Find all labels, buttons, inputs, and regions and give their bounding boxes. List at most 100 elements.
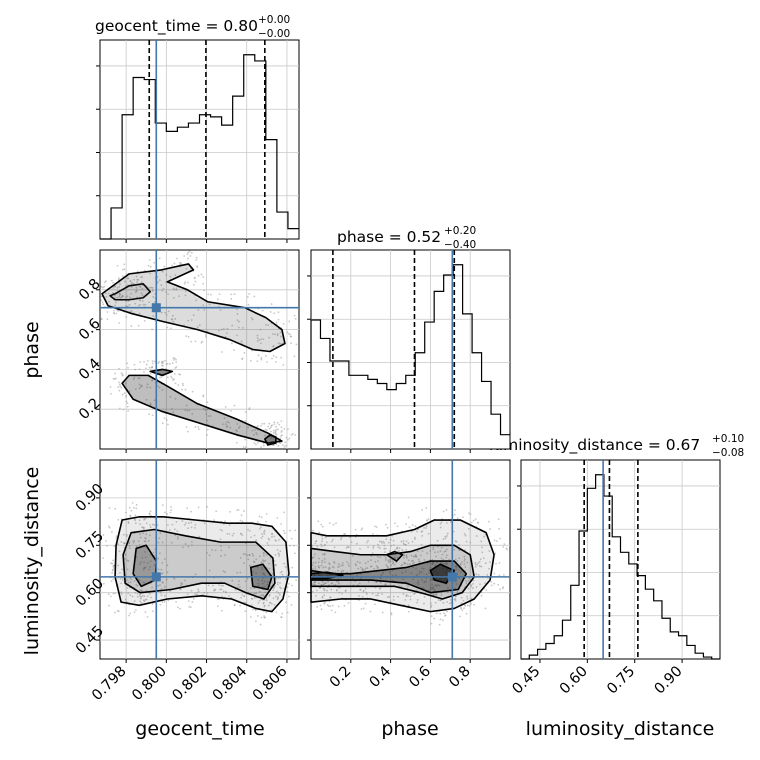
scatter-point [251,429,254,432]
scatter-point [169,590,172,592]
scatter-point [430,604,433,607]
scatter-point [377,592,380,595]
scatter-point [141,556,144,559]
scatter-point [170,408,173,410]
panel-frame [520,459,721,660]
scatter-point [258,527,261,530]
scatter-point [190,521,193,524]
scatter-point [226,532,229,535]
histogram-luminosity_distance [521,474,720,660]
scatter-point [224,423,227,426]
scatter-point [175,287,178,290]
scatter-point [249,359,252,362]
scatter-point [380,540,383,543]
scatter-point [270,602,273,605]
scatter-point [251,552,254,555]
scatter-point [225,332,228,335]
scatter-point [276,549,279,551]
scatter-point [383,547,386,550]
scatter-point [191,412,194,415]
x-tick-label: 0.8 [446,663,474,691]
scatter-point [370,555,373,557]
title-luminosity-distance-plus: +0.10 [712,433,744,445]
scatter-point [423,526,425,529]
scatter-point [143,371,145,373]
scatter-point [143,518,146,521]
scatter-point [433,551,436,554]
scatter-point [150,596,153,599]
scatter-point [265,323,267,326]
scatter-point [131,595,134,598]
scatter-point [472,587,474,589]
scatter-point [314,542,317,545]
scatter-point [132,282,135,285]
scatter-point [117,564,120,567]
scatter-point [203,522,206,525]
scatter-point [196,326,199,329]
scatter-point [108,604,110,607]
scatter-point [258,599,261,602]
scatter-point [293,544,296,547]
scatter-point [144,537,147,540]
scatter-point [481,551,484,554]
scatter-point [203,308,206,311]
scatter-point [170,509,173,511]
title-phase-plus: +0.20 [444,225,476,237]
scatter-point [136,270,139,273]
scatter-point [264,559,267,562]
scatter-point [430,615,433,618]
scatter-point [477,562,480,564]
scatter-point [398,547,401,549]
scatter-point [475,586,478,588]
scatter-point [453,548,456,551]
scatter-point [142,594,144,597]
scatter-point [256,334,259,337]
scatter-point [186,593,189,595]
scatter-point [205,336,207,338]
scatter-point [276,516,279,519]
scatter-point [317,520,320,523]
scatter-point [472,583,474,585]
scatter-point [284,441,287,444]
scatter-point [120,386,123,389]
scatter-point [286,590,289,593]
scatter-point [263,529,266,532]
scatter-point [119,385,122,388]
scatter-point [439,550,442,552]
scatter-point [459,571,462,573]
scatter-point [243,351,246,354]
scatter-point [367,539,369,542]
scatter-point [153,261,156,264]
scatter-point [141,276,143,278]
scatter-point [177,537,179,540]
scatter-point [272,345,275,348]
scatter-point [134,522,137,525]
scatter-point [351,555,354,557]
scatter-point [291,566,294,569]
scatter-point [124,305,127,307]
scatter-point [161,289,163,292]
scatter-point [198,428,200,431]
scatter-point [218,329,220,332]
scatter-point [314,561,317,564]
scatter-point [418,572,421,575]
scatter-point [192,598,195,600]
scatter-point [440,599,442,602]
scatter-point [365,591,368,594]
scatter-point [340,564,343,567]
scatter-point [375,594,378,597]
scatter-point [490,584,493,587]
scatter-point [230,342,233,345]
scatter-point [409,595,412,598]
scatter-point [321,559,324,562]
scatter-point [342,569,345,572]
scatter-point [165,273,168,276]
scatter-point [464,558,466,561]
scatter-point [407,604,410,607]
scatter-point [192,283,195,286]
scatter-point [167,293,170,296]
scatter-point [429,579,432,581]
scatter-point [169,362,171,365]
scatter-point [267,544,270,547]
scatter-point [218,293,221,296]
